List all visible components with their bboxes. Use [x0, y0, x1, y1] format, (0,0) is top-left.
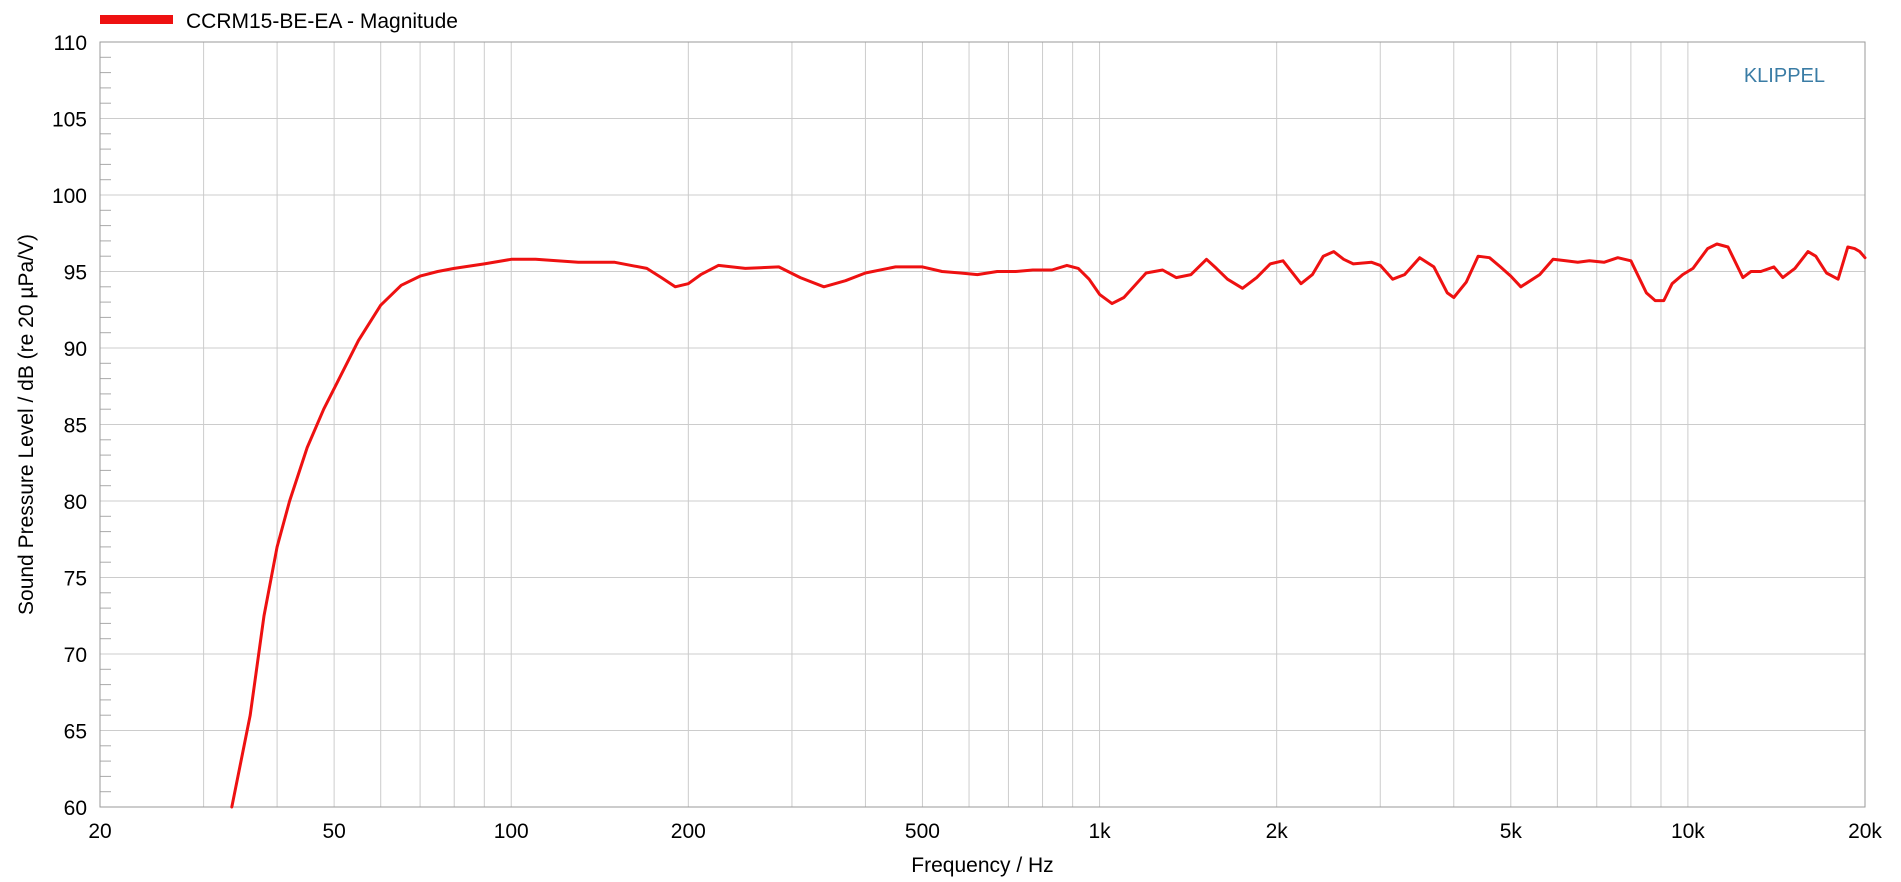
x-tick-label: 20 — [88, 820, 111, 843]
klippel-watermark: KLIPPEL — [1744, 65, 1825, 87]
y-axis-tick-labels: 60 65 70 75 80 85 90 95 100 105 110 — [52, 32, 87, 820]
x-axis-tick-labels: 20 50 100 200 500 1k 2k 5k 10k 20k — [88, 820, 1882, 843]
y-tick-label: 105 — [52, 109, 87, 132]
y-tick-label: 80 — [64, 491, 87, 514]
y-tick-label: 70 — [64, 644, 87, 667]
y-tick-label: 75 — [64, 568, 87, 591]
x-tick-label: 10k — [1671, 820, 1705, 843]
legend-label: CCRM15-BE-EA - Magnitude — [186, 10, 458, 33]
x-tick-label: 200 — [671, 820, 706, 843]
y-tick-label: 60 — [64, 797, 87, 820]
series-line-magnitude — [230, 242, 1867, 809]
y-tick-label: 85 — [64, 415, 87, 438]
y-axis-minor-ticks — [100, 56, 111, 793]
y-tick-label: 90 — [64, 338, 87, 361]
y-tick-label: 95 — [64, 262, 87, 285]
x-tick-label: 2k — [1266, 820, 1289, 843]
legend-swatch — [100, 15, 173, 24]
x-tick-label: 50 — [322, 820, 345, 843]
y-tick-label: 110 — [54, 32, 87, 55]
x-tick-label: 500 — [905, 820, 940, 843]
x-tick-label: 20k — [1848, 820, 1882, 843]
major-grid — [100, 118, 1865, 731]
y-tick-label: 65 — [64, 721, 87, 744]
y-axis-label: Sound Pressure Level / dB (re 20 µPa/V) — [15, 234, 38, 615]
legend: CCRM15-BE-EA - Magnitude — [100, 10, 458, 33]
x-tick-label: 100 — [494, 820, 529, 843]
series-layer — [230, 242, 1867, 809]
y-tick-label: 100 — [52, 185, 87, 208]
x-tick-label: 5k — [1500, 820, 1523, 843]
plot-area — [99, 41, 1866, 808]
x-tick-label: 1k — [1088, 820, 1111, 843]
x-axis-label: Frequency / Hz — [911, 854, 1053, 877]
